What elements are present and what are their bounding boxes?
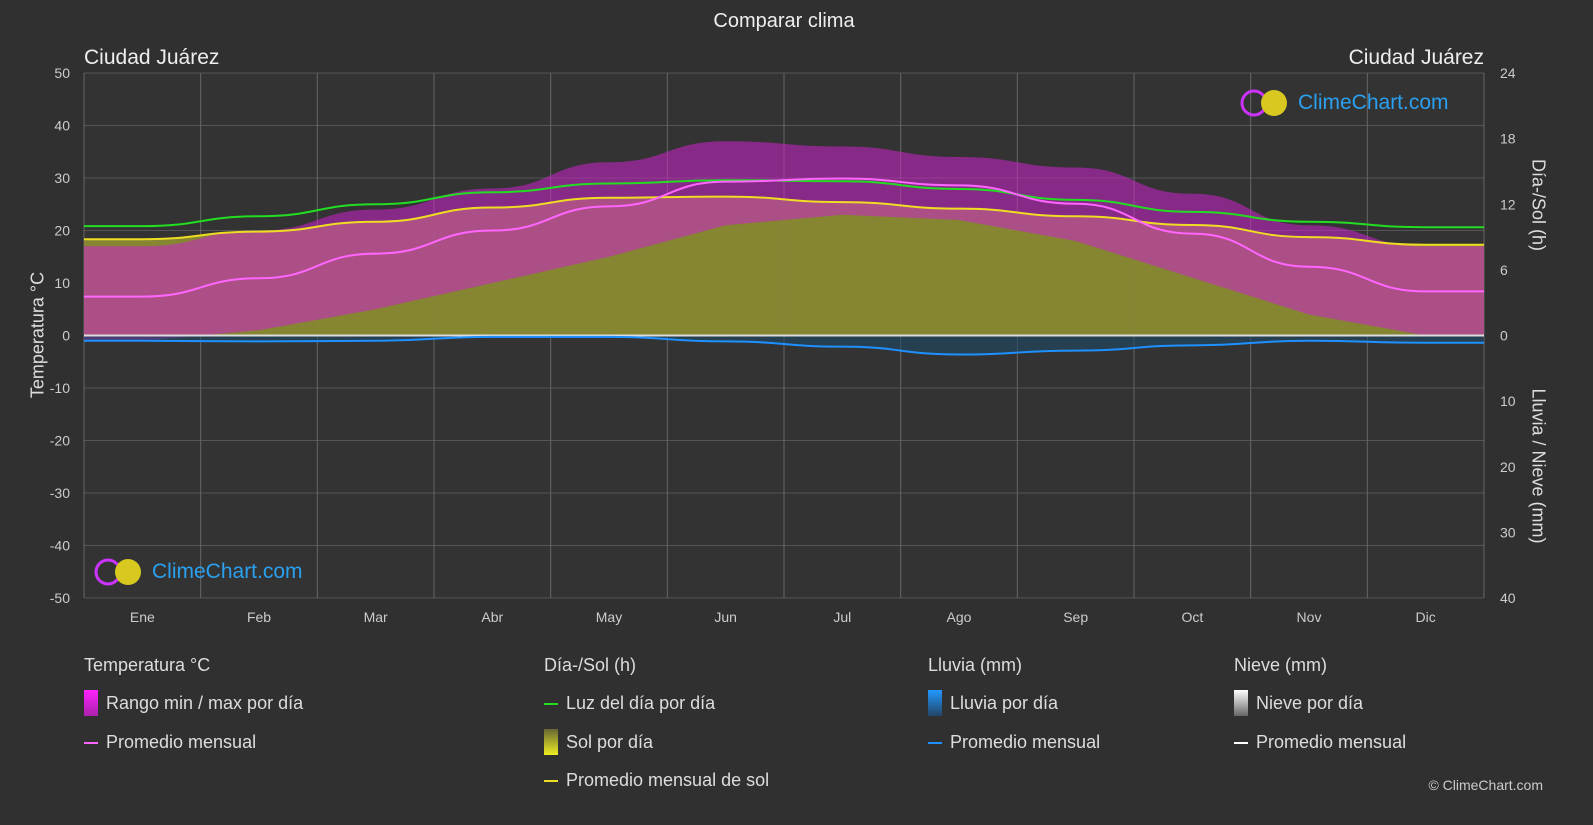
logo-text: ClimeChart.com [152, 560, 303, 583]
x-tick-month: Oct [1181, 609, 1203, 625]
y-tick-right-sun: 24 [1500, 65, 1516, 81]
legend-daylight: Luz del día por día [544, 693, 715, 714]
temp-range-area [84, 141, 1484, 341]
legend-label: Nieve por día [1256, 692, 1364, 713]
fills [84, 141, 1484, 355]
x-tick-month: Mar [364, 609, 388, 625]
sun-swatch-icon [544, 729, 558, 755]
legend-temp-range: Rango min / max por día [84, 690, 303, 716]
line-swatch-icon [1234, 741, 1248, 744]
legend-temp-avg: Promedio mensual [84, 732, 256, 753]
legend-label: Sol por día [566, 731, 654, 752]
x-tick-month: Nov [1297, 609, 1322, 625]
y-tick-left: 50 [54, 65, 70, 81]
legend-sun-header: Día-/Sol (h) [544, 655, 637, 675]
y-tick-left: -10 [50, 380, 70, 396]
legend-label: Luz del día por día [566, 693, 716, 713]
y-axis-left-label: Temperatura °C [27, 271, 48, 399]
rain-area [84, 335, 1484, 355]
y-axis-right-sun-label: Día-/Sol (h) [1528, 158, 1549, 252]
logo-icon [1240, 89, 1287, 117]
y-tick-right-rain: 10 [1500, 393, 1516, 409]
x-tick-month: Sep [1063, 609, 1088, 625]
legend-label: Lluvia por día [950, 692, 1059, 713]
y-tick-left: 0 [62, 328, 70, 344]
sun-avg-line [83, 195, 1484, 246]
legend-sun: Sol por día [544, 729, 653, 755]
legend-label: Promedio mensual [1256, 732, 1407, 752]
y-tick-left: -30 [50, 485, 70, 501]
legend-rain-header: Lluvia (mm) [928, 655, 1023, 675]
x-tick-month: May [596, 609, 622, 625]
logo-icon [94, 558, 141, 586]
line-swatch-icon [84, 741, 98, 744]
y-tick-right-sun: 12 [1500, 196, 1516, 212]
y-tick-left: 30 [54, 170, 70, 186]
temp-avg-line [84, 177, 1484, 298]
y-tick-right-sun: 18 [1500, 131, 1516, 147]
y-tick-right-sun: 6 [1500, 262, 1508, 278]
legend-temp-header: Temperatura °C [84, 655, 211, 675]
y-tick-left: -20 [50, 433, 70, 449]
y-tick-left: 10 [54, 275, 70, 291]
y-tick-left: -40 [50, 538, 70, 554]
x-tick-month: Ene [130, 609, 155, 625]
legend-label: Promedio mensual [106, 732, 257, 752]
x-tick-month: Jul [833, 609, 851, 625]
legend-sun-avg: Promedio mensual de sol [544, 770, 769, 791]
logo-bottom[interactable]: ClimeChart.com [94, 557, 303, 587]
x-tick-month: Jun [714, 609, 737, 625]
legend-label: Promedio mensual [950, 732, 1101, 752]
range-swatch-icon [84, 690, 98, 716]
y-tick-left: 20 [54, 223, 70, 239]
copyright[interactable]: © ClimeChart.com [1428, 777, 1543, 793]
y-tick-right-rain: 30 [1500, 524, 1516, 540]
city-left: Ciudad Juárez [84, 46, 220, 69]
chart-title: Comparar clima [713, 10, 855, 32]
snow-swatch-icon [1234, 690, 1248, 716]
legend-label: Promedio mensual de sol [566, 770, 770, 790]
y-tick-right-rain: 40 [1500, 590, 1516, 606]
legend-snow-avg: Promedio mensual [1234, 732, 1406, 753]
y-axis-right-rain-label: Lluvia / Nieve (mm) [1528, 388, 1549, 544]
rain-swatch-icon [928, 690, 942, 716]
legend-label: Rango min / max por día [106, 692, 304, 713]
line-swatch-icon [544, 779, 558, 782]
y-tick-left: 40 [54, 118, 70, 134]
climate-chart: 50 40 30 20 10 0 -10 -20 -30 -40 -50 24 18 12 6 0 10 20 30… [50, 65, 1516, 625]
ticks: 50 40 30 20 10 0 -10 -20 -30 -40 -50 24 18 12 6 0 10 20 30… [50, 65, 1516, 625]
rain-avg-line [84, 335, 1484, 356]
legend-snow-header: Nieve (mm) [1234, 655, 1327, 675]
x-tick-month: Abr [481, 609, 503, 625]
x-tick-month: Dic [1416, 609, 1436, 625]
city-right: Ciudad Juárez [1348, 46, 1484, 69]
lines [83, 177, 1484, 356]
legend-snow: Nieve por día [1234, 690, 1363, 716]
logo-top[interactable]: ClimeChart.com [1240, 88, 1449, 118]
x-tick-month: Feb [247, 609, 271, 625]
legend-rain-avg: Promedio mensual [928, 732, 1100, 753]
line-swatch-icon [544, 702, 558, 705]
line-swatch-icon [928, 741, 942, 744]
logo-text: ClimeChart.com [1298, 91, 1449, 114]
y-tick-left: -50 [50, 590, 70, 606]
legend-rain: Lluvia por día [928, 690, 1058, 716]
y-tick-right-rain: 20 [1500, 459, 1516, 475]
y-tick-right-sun: 0 [1500, 328, 1508, 344]
x-tick-month: Ago [947, 609, 972, 625]
